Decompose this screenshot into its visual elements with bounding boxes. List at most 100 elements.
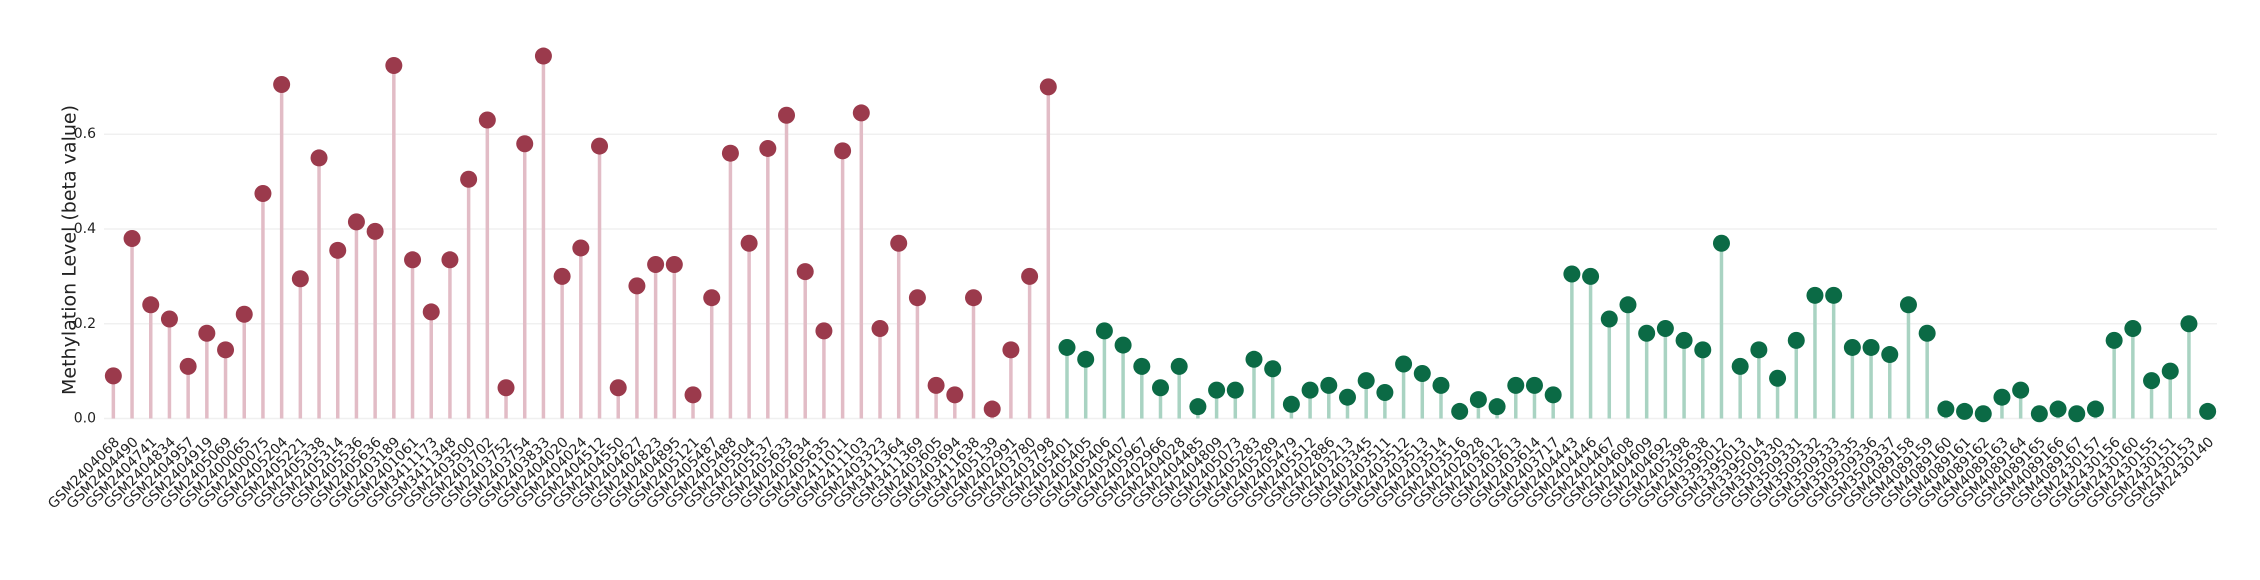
dot [366, 222, 384, 240]
dot [478, 111, 496, 129]
dot [1974, 405, 1992, 423]
dot [273, 75, 291, 93]
dot [1712, 234, 1730, 252]
y-tick-label: 0.4 [74, 221, 96, 237]
dot [441, 251, 459, 269]
dot [2199, 402, 2217, 420]
dot [1488, 398, 1506, 416]
dot [1563, 265, 1581, 283]
dot [2049, 400, 2067, 418]
dot [254, 184, 272, 202]
dot [2161, 362, 2179, 380]
dot [1582, 267, 1600, 285]
dot [946, 386, 964, 404]
dot [591, 137, 609, 155]
dot [1264, 360, 1282, 378]
dot [1881, 346, 1899, 364]
dot [1338, 388, 1356, 406]
dot [852, 104, 870, 122]
dot [684, 386, 702, 404]
dot [1376, 383, 1394, 401]
dot [2143, 372, 2161, 390]
dot [1226, 381, 1244, 399]
dot [1956, 402, 1974, 420]
y-tick-label: 0.2 [74, 316, 96, 332]
dot [1095, 322, 1113, 340]
dot [385, 57, 403, 75]
dot [796, 263, 814, 281]
y-tick-label: 0.0 [74, 411, 96, 427]
dot [647, 256, 665, 274]
dot [1918, 324, 1936, 342]
dot [217, 341, 235, 359]
dot [1656, 320, 1674, 337]
dot [1114, 336, 1132, 354]
dot [1245, 350, 1263, 368]
dot [1189, 398, 1207, 416]
dot [1843, 338, 1861, 356]
dot [703, 289, 721, 307]
dot [721, 144, 739, 162]
dot [1002, 341, 1020, 359]
y-tick-label: 0.6 [74, 126, 96, 142]
dot [1993, 388, 2011, 406]
dot [1544, 386, 1562, 404]
dot [2068, 405, 2086, 423]
dot [609, 379, 627, 397]
dot [1899, 296, 1917, 314]
dot [890, 234, 908, 252]
dot [104, 367, 122, 385]
dot [1077, 350, 1095, 368]
dot [123, 229, 141, 247]
dot [1600, 310, 1618, 328]
dot [347, 213, 365, 231]
dot [834, 142, 852, 160]
dot [422, 303, 440, 321]
dot [198, 324, 216, 342]
dot [1825, 286, 1843, 304]
dot [871, 320, 889, 337]
dot [497, 379, 515, 397]
dot [1039, 78, 1057, 96]
dot [665, 256, 683, 274]
dot [553, 267, 571, 285]
dot [1058, 338, 1076, 356]
dot [1170, 357, 1188, 375]
dot [1787, 331, 1805, 349]
dot [516, 135, 534, 153]
dot [628, 277, 646, 295]
y-axis-label: Methylation Level (beta value) [59, 105, 81, 395]
dot [1731, 357, 1749, 375]
dot [908, 289, 926, 307]
dot [329, 241, 347, 259]
dot [1395, 355, 1413, 373]
dot [1469, 391, 1487, 409]
dot [1320, 376, 1338, 394]
dot [1638, 324, 1656, 342]
dot [1525, 376, 1543, 394]
dot [2124, 320, 2142, 337]
dot [310, 149, 328, 167]
dot [460, 170, 478, 188]
dot [1675, 331, 1693, 349]
dot [291, 270, 309, 288]
dot [2030, 405, 2048, 423]
dot [778, 106, 796, 124]
dot [142, 296, 160, 314]
dot [815, 322, 833, 340]
dot [2180, 315, 2198, 333]
dot [759, 139, 777, 157]
dot [1301, 381, 1319, 399]
dot [740, 234, 758, 252]
dot [2012, 381, 2030, 399]
dot [965, 289, 983, 307]
dot [404, 251, 422, 269]
dot [179, 357, 197, 375]
dot [1806, 286, 1824, 304]
dot [2086, 400, 2104, 418]
dot [1862, 338, 1880, 356]
dot [1021, 267, 1039, 285]
dot [1282, 395, 1300, 413]
